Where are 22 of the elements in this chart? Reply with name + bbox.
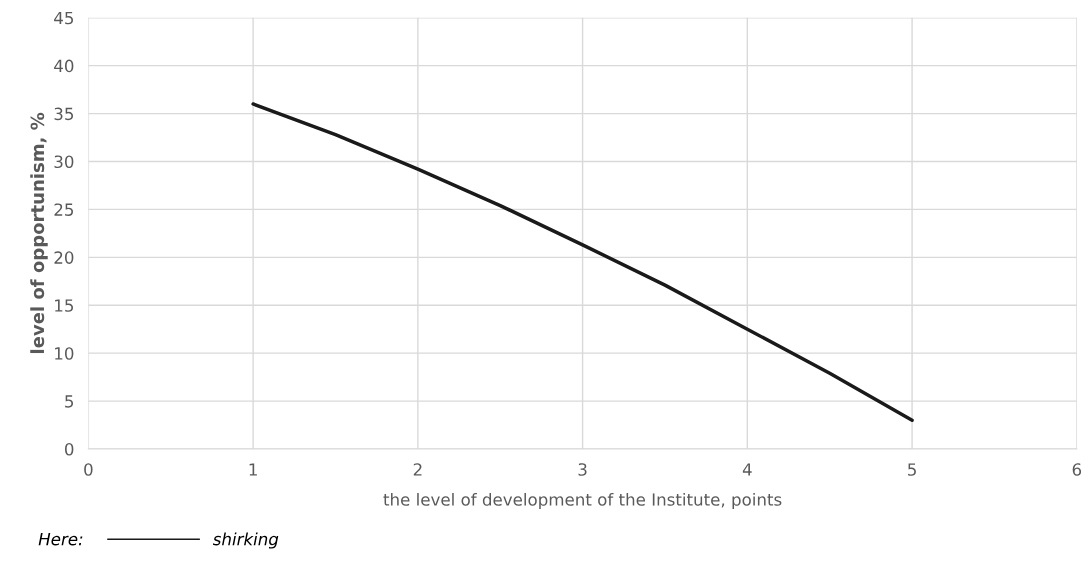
y-tick-label: 15 (55, 299, 74, 312)
y-tick-label: 5 (65, 395, 74, 408)
y-axis-title: level of opportunism, % (30, 112, 48, 354)
x-tick-label: 5 (908, 463, 916, 476)
y-tick-label: 25 (54, 203, 74, 216)
x-tick-label: 3 (578, 463, 587, 476)
x-tick-label: 1 (249, 463, 257, 476)
y-tick-label: 10 (55, 347, 74, 360)
line-series (251, 102, 914, 423)
y-tick-label: 20 (54, 251, 74, 264)
y-tick-label: 30 (54, 155, 74, 169)
text: shirking (212, 532, 279, 549)
y-tick-label: 45 (54, 11, 74, 25)
x-tick-label: 4 (742, 463, 752, 476)
y-tick-label: 35 (54, 107, 74, 121)
y-tick-label: 0 (64, 442, 74, 456)
legend-title: Here: (38, 532, 83, 546)
x-tick-label: 0 (84, 463, 93, 476)
x-axis-title: the level of development of the Institute, points (383, 492, 782, 510)
x-tick-label: 6 (1072, 463, 1082, 476)
y-tick-label: 40 (54, 59, 74, 73)
x-tick-label: 2 (413, 463, 422, 476)
